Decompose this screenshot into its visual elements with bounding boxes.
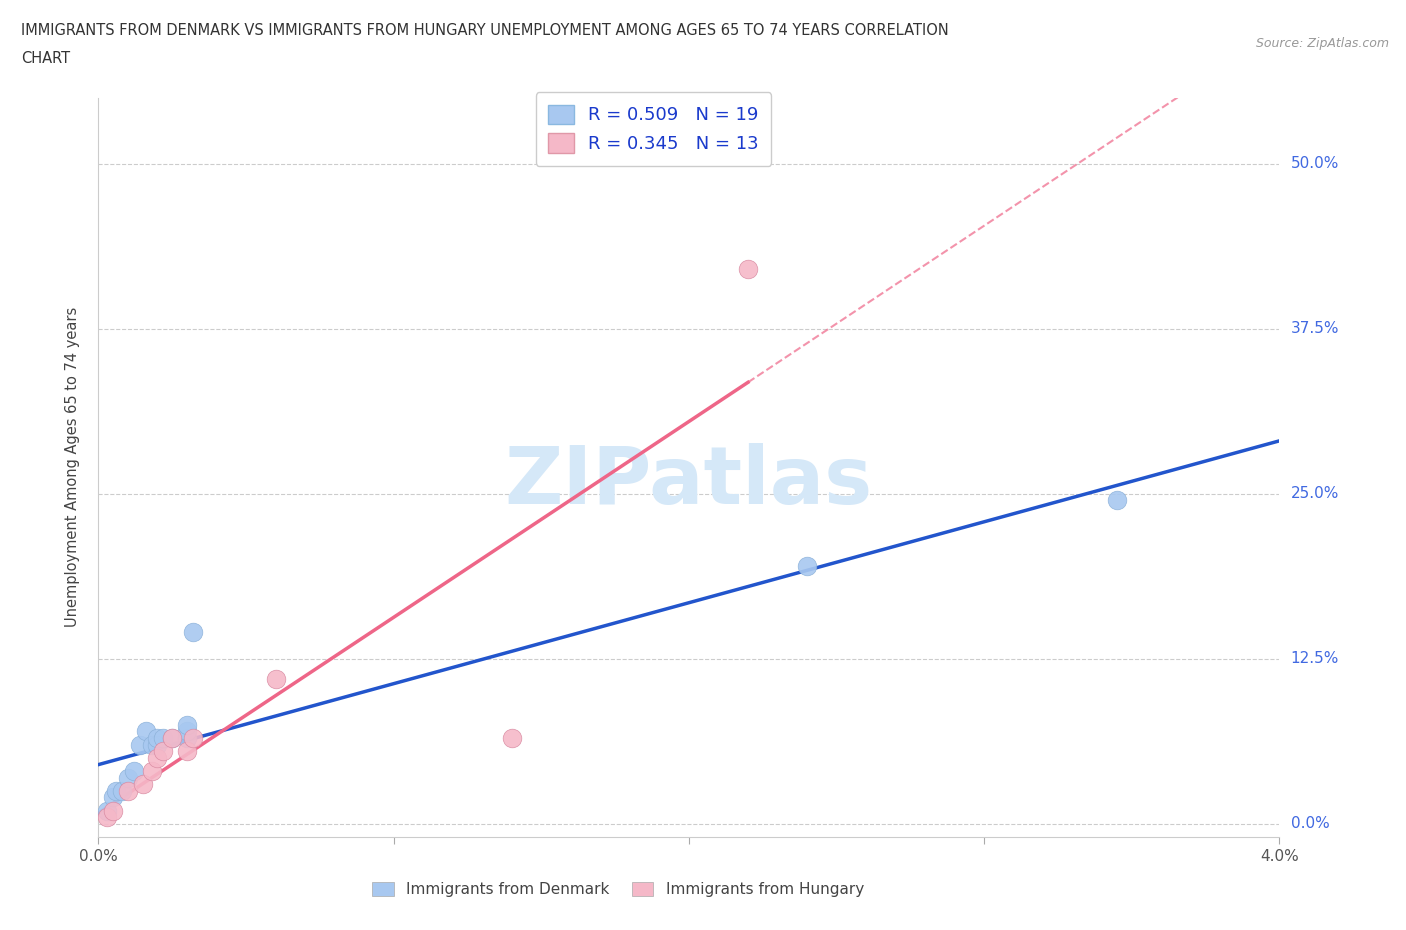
Point [181,625,204,640]
Point [117,783,139,798]
Point [103,804,124,818]
Point [128,737,150,752]
Text: Source: ZipAtlas.com: Source: ZipAtlas.com [1256,37,1389,50]
Point [176,744,198,759]
Point [141,737,163,752]
Point [152,731,174,746]
Text: 37.5%: 37.5% [1291,321,1339,337]
Y-axis label: Unemployment Among Ages 65 to 74 years: Unemployment Among Ages 65 to 74 years [65,307,80,628]
Point [176,724,198,738]
Point [146,751,169,765]
Legend: Immigrants from Denmark, Immigrants from Hungary: Immigrants from Denmark, Immigrants from… [366,876,870,903]
Point [103,790,124,804]
Point [117,770,139,785]
Point [105,783,128,798]
Point [132,777,155,791]
Point [181,731,204,746]
Point [501,731,523,746]
Point [146,731,169,746]
Point [1105,493,1128,508]
Point [264,671,287,686]
Point [146,737,169,752]
Point [96,804,118,818]
Point [152,744,174,759]
Point [737,262,759,277]
Text: 25.0%: 25.0% [1291,486,1339,501]
Text: 50.0%: 50.0% [1291,156,1339,171]
Text: ZIPatlas: ZIPatlas [505,443,873,521]
Point [162,731,183,746]
Point [96,810,118,825]
Text: 12.5%: 12.5% [1291,651,1339,666]
Point [796,559,818,574]
Text: 0.0%: 0.0% [1291,817,1329,831]
Point [176,717,198,732]
Point [122,764,145,778]
Point [141,764,163,778]
Point [111,783,134,798]
Point [176,731,198,746]
Point [162,731,183,746]
Text: CHART: CHART [21,51,70,66]
Text: IMMIGRANTS FROM DENMARK VS IMMIGRANTS FROM HUNGARY UNEMPLOYMENT AMONG AGES 65 TO: IMMIGRANTS FROM DENMARK VS IMMIGRANTS FR… [21,23,949,38]
Point [135,724,157,738]
